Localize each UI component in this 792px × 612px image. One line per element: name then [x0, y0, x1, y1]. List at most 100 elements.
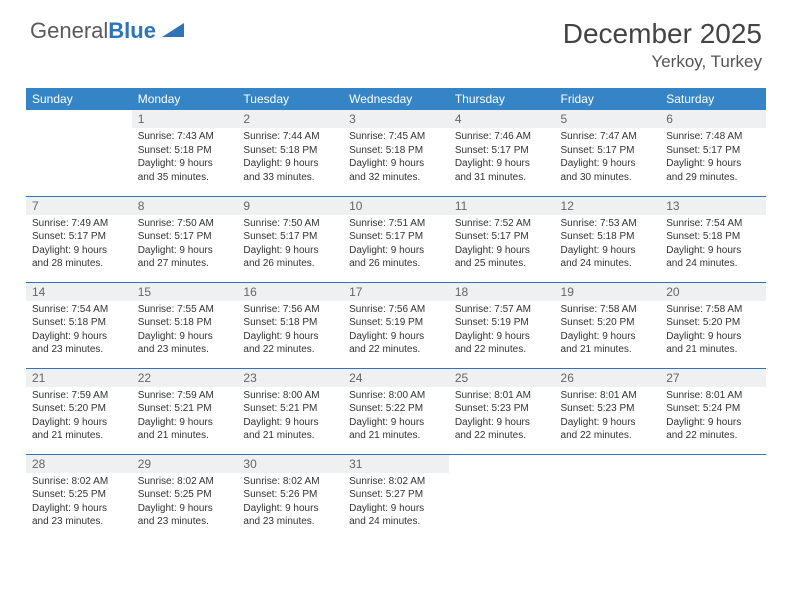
day-content: Sunrise: 7:54 AMSunset: 5:18 PMDaylight:… [26, 301, 132, 361]
day-content: Sunrise: 8:01 AMSunset: 5:23 PMDaylight:… [555, 387, 661, 447]
calendar-body: 1Sunrise: 7:43 AMSunset: 5:18 PMDaylight… [26, 110, 766, 540]
day-number: 21 [26, 369, 132, 387]
day-number: 6 [660, 110, 766, 128]
calendar-cell-empty [660, 454, 766, 540]
day-number: 20 [660, 283, 766, 301]
calendar-cell: 5Sunrise: 7:47 AMSunset: 5:17 PMDaylight… [555, 110, 661, 196]
calendar-cell: 9Sunrise: 7:50 AMSunset: 5:17 PMDaylight… [237, 196, 343, 282]
calendar-cell: 6Sunrise: 7:48 AMSunset: 5:17 PMDaylight… [660, 110, 766, 196]
day-number: 9 [237, 197, 343, 215]
day-content: Sunrise: 7:50 AMSunset: 5:17 PMDaylight:… [237, 215, 343, 275]
calendar-cell-empty [26, 110, 132, 196]
day-content: Sunrise: 7:56 AMSunset: 5:19 PMDaylight:… [343, 301, 449, 361]
day-number: 18 [449, 283, 555, 301]
day-number: 24 [343, 369, 449, 387]
day-content: Sunrise: 7:43 AMSunset: 5:18 PMDaylight:… [132, 128, 238, 188]
calendar-cell: 23Sunrise: 8:00 AMSunset: 5:21 PMDayligh… [237, 368, 343, 454]
calendar-cell: 21Sunrise: 7:59 AMSunset: 5:20 PMDayligh… [26, 368, 132, 454]
calendar-cell: 7Sunrise: 7:49 AMSunset: 5:17 PMDaylight… [26, 196, 132, 282]
day-number: 31 [343, 455, 449, 473]
day-number: 27 [660, 369, 766, 387]
calendar-row: 14Sunrise: 7:54 AMSunset: 5:18 PMDayligh… [26, 282, 766, 368]
day-number: 22 [132, 369, 238, 387]
calendar-cell: 11Sunrise: 7:52 AMSunset: 5:17 PMDayligh… [449, 196, 555, 282]
calendar-cell: 18Sunrise: 7:57 AMSunset: 5:19 PMDayligh… [449, 282, 555, 368]
day-content: Sunrise: 7:56 AMSunset: 5:18 PMDaylight:… [237, 301, 343, 361]
day-content: Sunrise: 7:44 AMSunset: 5:18 PMDaylight:… [237, 128, 343, 188]
calendar-cell: 3Sunrise: 7:45 AMSunset: 5:18 PMDaylight… [343, 110, 449, 196]
calendar-row: 1Sunrise: 7:43 AMSunset: 5:18 PMDaylight… [26, 110, 766, 196]
calendar-cell: 31Sunrise: 8:02 AMSunset: 5:27 PMDayligh… [343, 454, 449, 540]
day-content: Sunrise: 8:02 AMSunset: 5:25 PMDaylight:… [26, 473, 132, 533]
location: Yerkoy, Turkey [563, 52, 762, 72]
calendar-cell: 15Sunrise: 7:55 AMSunset: 5:18 PMDayligh… [132, 282, 238, 368]
day-content: Sunrise: 7:48 AMSunset: 5:17 PMDaylight:… [660, 128, 766, 188]
calendar-row: 21Sunrise: 7:59 AMSunset: 5:20 PMDayligh… [26, 368, 766, 454]
day-content: Sunrise: 7:49 AMSunset: 5:17 PMDaylight:… [26, 215, 132, 275]
weekday-header-row: SundayMondayTuesdayWednesdayThursdayFrid… [26, 88, 766, 110]
calendar-cell: 29Sunrise: 8:02 AMSunset: 5:25 PMDayligh… [132, 454, 238, 540]
day-content: Sunrise: 7:54 AMSunset: 5:18 PMDaylight:… [660, 215, 766, 275]
calendar-row: 28Sunrise: 8:02 AMSunset: 5:25 PMDayligh… [26, 454, 766, 540]
day-content: Sunrise: 8:02 AMSunset: 5:27 PMDaylight:… [343, 473, 449, 533]
day-number: 30 [237, 455, 343, 473]
day-content: Sunrise: 7:53 AMSunset: 5:18 PMDaylight:… [555, 215, 661, 275]
calendar-cell: 27Sunrise: 8:01 AMSunset: 5:24 PMDayligh… [660, 368, 766, 454]
weekday-header: Monday [132, 88, 238, 110]
logo-word-b: Blue [108, 18, 156, 43]
day-number: 2 [237, 110, 343, 128]
logo-text: GeneralBlue [30, 18, 156, 44]
calendar-cell: 2Sunrise: 7:44 AMSunset: 5:18 PMDaylight… [237, 110, 343, 196]
day-number: 14 [26, 283, 132, 301]
day-content: Sunrise: 7:52 AMSunset: 5:17 PMDaylight:… [449, 215, 555, 275]
calendar-cell: 4Sunrise: 7:46 AMSunset: 5:17 PMDaylight… [449, 110, 555, 196]
day-number: 11 [449, 197, 555, 215]
day-content: Sunrise: 7:50 AMSunset: 5:17 PMDaylight:… [132, 215, 238, 275]
weekday-header: Tuesday [237, 88, 343, 110]
day-number: 15 [132, 283, 238, 301]
calendar-cell: 10Sunrise: 7:51 AMSunset: 5:17 PMDayligh… [343, 196, 449, 282]
calendar-cell: 13Sunrise: 7:54 AMSunset: 5:18 PMDayligh… [660, 196, 766, 282]
day-number: 13 [660, 197, 766, 215]
day-content: Sunrise: 7:58 AMSunset: 5:20 PMDaylight:… [660, 301, 766, 361]
weekday-header: Wednesday [343, 88, 449, 110]
day-content: Sunrise: 8:02 AMSunset: 5:25 PMDaylight:… [132, 473, 238, 533]
day-content: Sunrise: 7:58 AMSunset: 5:20 PMDaylight:… [555, 301, 661, 361]
calendar-cell: 19Sunrise: 7:58 AMSunset: 5:20 PMDayligh… [555, 282, 661, 368]
day-content: Sunrise: 8:00 AMSunset: 5:22 PMDaylight:… [343, 387, 449, 447]
day-content: Sunrise: 8:02 AMSunset: 5:26 PMDaylight:… [237, 473, 343, 533]
month-title: December 2025 [563, 18, 762, 50]
calendar-cell: 22Sunrise: 7:59 AMSunset: 5:21 PMDayligh… [132, 368, 238, 454]
day-number: 8 [132, 197, 238, 215]
day-content: Sunrise: 7:47 AMSunset: 5:17 PMDaylight:… [555, 128, 661, 188]
day-number: 19 [555, 283, 661, 301]
day-number: 25 [449, 369, 555, 387]
day-number: 10 [343, 197, 449, 215]
day-content: Sunrise: 8:01 AMSunset: 5:24 PMDaylight:… [660, 387, 766, 447]
calendar-cell: 20Sunrise: 7:58 AMSunset: 5:20 PMDayligh… [660, 282, 766, 368]
calendar-cell: 8Sunrise: 7:50 AMSunset: 5:17 PMDaylight… [132, 196, 238, 282]
day-number: 7 [26, 197, 132, 215]
day-number: 17 [343, 283, 449, 301]
calendar-cell: 30Sunrise: 8:02 AMSunset: 5:26 PMDayligh… [237, 454, 343, 540]
calendar-cell-empty [555, 454, 661, 540]
header: GeneralBlue December 2025 Yerkoy, Turkey [0, 0, 792, 80]
calendar-table: SundayMondayTuesdayWednesdayThursdayFrid… [26, 88, 766, 540]
day-number: 12 [555, 197, 661, 215]
calendar-cell: 16Sunrise: 7:56 AMSunset: 5:18 PMDayligh… [237, 282, 343, 368]
day-content: Sunrise: 7:55 AMSunset: 5:18 PMDaylight:… [132, 301, 238, 361]
day-content: Sunrise: 7:46 AMSunset: 5:17 PMDaylight:… [449, 128, 555, 188]
day-number: 23 [237, 369, 343, 387]
calendar-cell-empty [449, 454, 555, 540]
calendar-cell: 1Sunrise: 7:43 AMSunset: 5:18 PMDaylight… [132, 110, 238, 196]
day-number: 5 [555, 110, 661, 128]
weekday-header: Sunday [26, 88, 132, 110]
calendar-cell: 26Sunrise: 8:01 AMSunset: 5:23 PMDayligh… [555, 368, 661, 454]
day-number: 16 [237, 283, 343, 301]
weekday-header: Thursday [449, 88, 555, 110]
day-content: Sunrise: 7:51 AMSunset: 5:17 PMDaylight:… [343, 215, 449, 275]
calendar-cell: 17Sunrise: 7:56 AMSunset: 5:19 PMDayligh… [343, 282, 449, 368]
calendar-cell: 28Sunrise: 8:02 AMSunset: 5:25 PMDayligh… [26, 454, 132, 540]
logo-word-a: General [30, 18, 108, 43]
day-number: 1 [132, 110, 238, 128]
